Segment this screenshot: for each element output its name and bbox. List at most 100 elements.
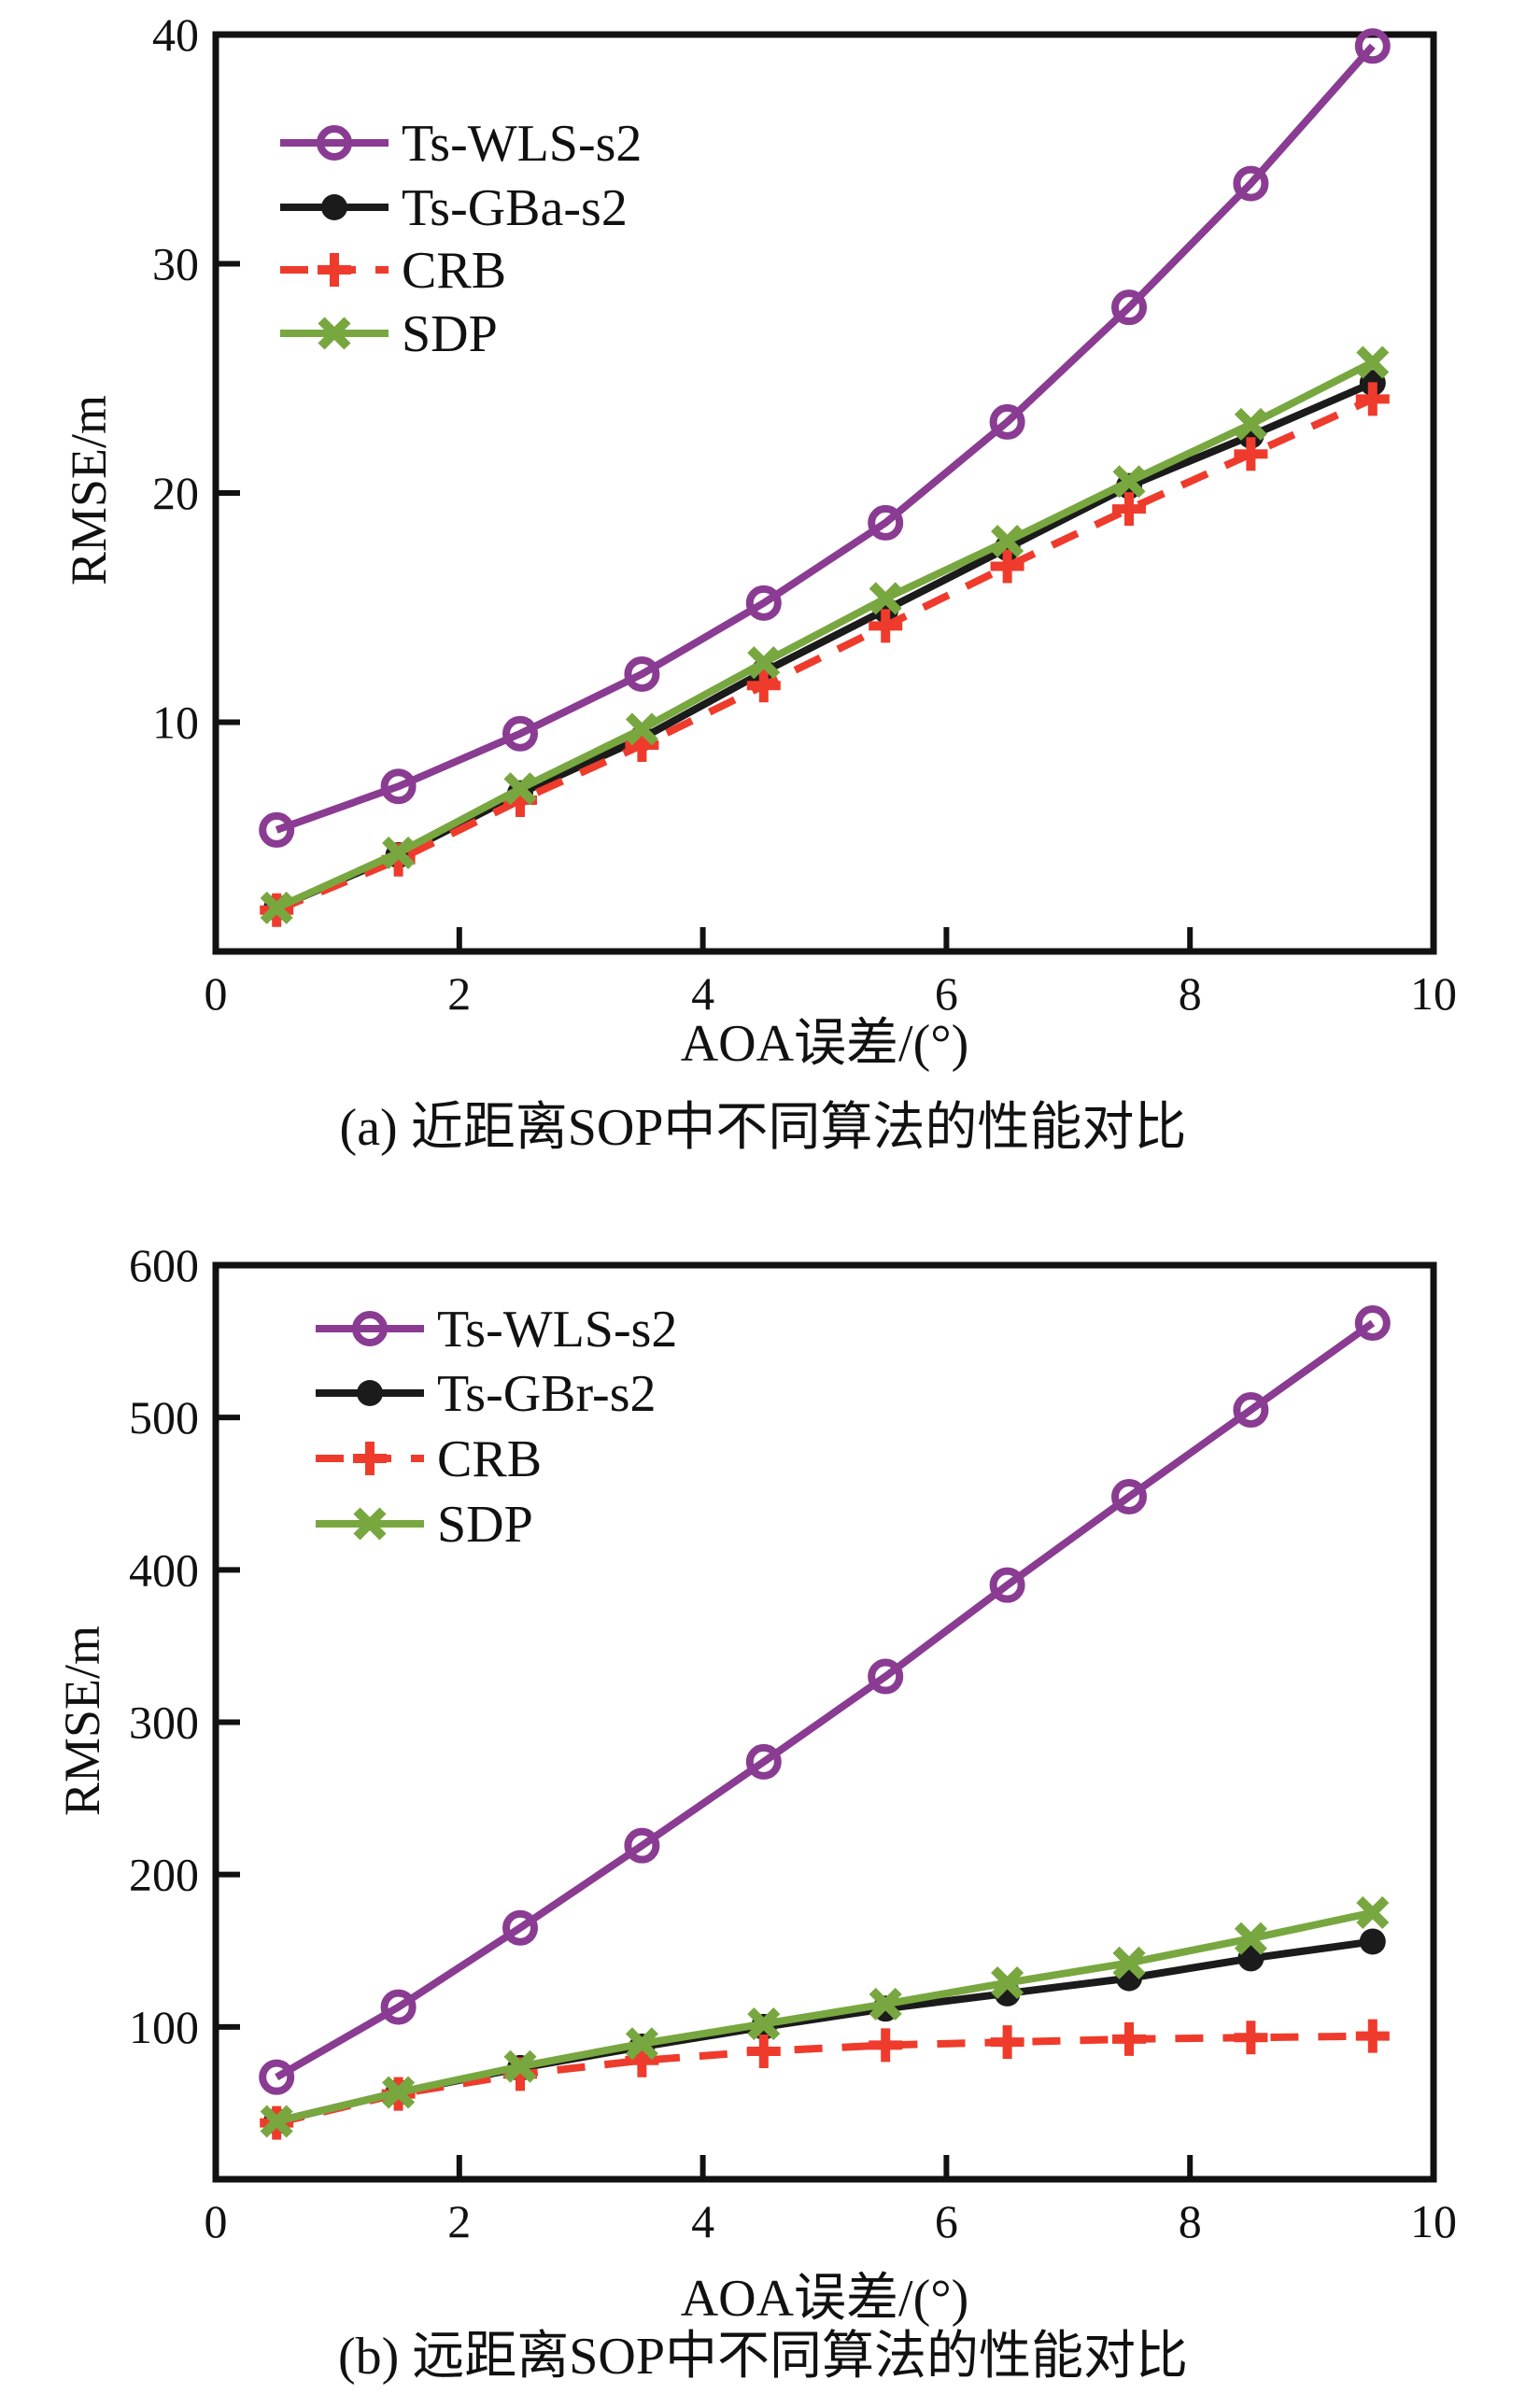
series-marker-CRB	[990, 549, 1024, 584]
series-line-CRB	[275, 395, 1375, 914]
series-marker-SDP	[503, 772, 537, 806]
series-marker-CRB	[869, 2028, 903, 2063]
chart-b-canvas: 0 2 4 6 8 10 100 200 300 400 500 600 Ts-WLS-s2 Ts-GBr…	[129, 1239, 1457, 2247]
x-tick-label: 10	[1410, 2195, 1457, 2247]
series-marker-SDP	[1234, 407, 1267, 441]
series-marker-CRB	[746, 2034, 781, 2068]
series-marker-Ts-WLS-s2	[624, 1827, 660, 1864]
series-marker-SDP	[260, 2105, 293, 2138]
x-tick-label: 4	[691, 967, 714, 1020]
series-marker-Ts-WLS-s2	[1111, 1479, 1147, 1515]
legend-marker-Ts-WLS-s2	[352, 1311, 388, 1346]
legend-label-Ts-WLS-s2: Ts-WLS-s2	[402, 115, 642, 173]
y-tick-label: 100	[129, 2001, 199, 2053]
series-marker-Ts-GBr-s2	[1237, 1945, 1265, 1972]
series-marker-Ts-WLS-s2	[868, 1658, 904, 1695]
series-marker-CRB	[1112, 2021, 1146, 2056]
series-marker-Ts-WLS-s2	[989, 1567, 1025, 1603]
legend-label-Ts-GBa-s2: Ts-GBa-s2	[402, 179, 628, 237]
x-tick-label: 6	[935, 2195, 958, 2247]
series-marker-SDP	[625, 2027, 658, 2061]
series-line-Ts-GBr-s2	[276, 1937, 1374, 2125]
series-marker-CRB	[1234, 437, 1268, 472]
series-marker-Ts-WLS-s2	[989, 403, 1025, 440]
legend-label-CRB: CRB	[437, 1430, 542, 1488]
series-marker-Ts-WLS-s2	[259, 811, 295, 848]
series-line-Ts-WLS-s2	[275, 43, 1376, 834]
y-tick-label: 600	[129, 1239, 199, 1291]
y-tick-label: 10	[152, 697, 199, 749]
x-tick-label: 6	[935, 967, 958, 1020]
x-tick-label: 0	[205, 2195, 228, 2247]
x-tick-label: 8	[1179, 967, 1202, 1020]
series-marker-SDP	[382, 836, 416, 869]
legend-label-CRB: CRB	[402, 242, 506, 300]
legend-marker-Ts-GBr-s2	[357, 1380, 383, 1406]
series-marker-SDP	[1112, 465, 1146, 499]
series-marker-SDP	[991, 525, 1024, 558]
series-marker-SDP	[503, 2049, 537, 2083]
series-marker-Ts-WLS-s2	[745, 584, 782, 621]
series-marker-SDP	[869, 1987, 902, 2021]
series-line-SDP	[276, 1908, 1374, 2125]
chart-a-caption: (a) 近距离SOP中不同算法的性能对比	[339, 1099, 1187, 1157]
chart-b-y-axis-title: RMSE/m	[54, 1625, 110, 1817]
series-line-CRB	[276, 2032, 1373, 2127]
series-marker-Ts-WLS-s2	[380, 768, 417, 805]
x-tick-label: 2	[447, 967, 471, 1020]
series-marker-SDP	[382, 2076, 416, 2109]
series-marker-CRB	[1355, 382, 1390, 416]
series-marker-SDP	[1234, 1922, 1267, 1955]
series-marker-SDP	[869, 582, 902, 615]
series-marker-CRB	[746, 669, 781, 703]
series-marker-SDP	[991, 1965, 1024, 2000]
series-line-SDP	[275, 359, 1375, 912]
series-marker-CRB	[1355, 2019, 1390, 2053]
y-tick-label: 40	[152, 8, 199, 61]
series-marker-Ts-WLS-s2	[1354, 28, 1391, 64]
series-marker-Ts-WLS-s2	[1233, 1392, 1269, 1429]
y-tick-label: 20	[152, 467, 199, 519]
chart-a-x-axis-title: AOA误差/(°)	[680, 1015, 969, 1073]
series-marker-Ts-GBr-s2	[1359, 1928, 1386, 1955]
y-tick-label: 200	[129, 1849, 199, 1901]
series-marker-Ts-WLS-s2	[745, 1743, 782, 1780]
y-tick-label: 300	[129, 1697, 199, 1749]
chart-a-y-axis-title: RMSE/m	[61, 394, 117, 586]
legend-marker-SDP	[318, 317, 351, 350]
legend-label-Ts-WLS-s2: Ts-WLS-s2	[437, 1301, 677, 1359]
series-marker-Ts-WLS-s2	[502, 715, 538, 752]
series-marker-SDP	[1112, 1946, 1146, 1979]
legend-label-SDP: SDP	[437, 1496, 533, 1554]
series-marker-CRB	[1112, 492, 1146, 527]
series-marker-Ts-WLS-s2	[1233, 165, 1269, 202]
x-tick-label: 0	[205, 967, 228, 1020]
legend-label-Ts-GBr-s2: Ts-GBr-s2	[437, 1365, 657, 1423]
legend-label-SDP: SDP	[402, 305, 498, 363]
legend-marker-SDP	[353, 1507, 387, 1541]
x-tick-label: 10	[1410, 967, 1457, 1020]
series-marker-SDP	[1356, 345, 1390, 379]
series-line-Ts-WLS-s2	[275, 1319, 1376, 2081]
chart-b-x-axis-title: AOA误差/(°)	[680, 2270, 969, 2328]
series-marker-Ts-WLS-s2	[624, 655, 660, 692]
chart-b-caption: (b) 远距离SOP中不同算法的性能对比	[337, 2328, 1189, 2386]
series-marker-Ts-WLS-s2	[868, 504, 904, 541]
series-marker-Ts-WLS-s2	[259, 2059, 295, 2095]
y-tick-label: 400	[129, 1543, 199, 1596]
series-marker-CRB	[990, 2025, 1024, 2060]
series-marker-Ts-WLS-s2	[502, 1909, 538, 1946]
series-marker-Ts-WLS-s2	[1354, 1305, 1391, 1342]
y-tick-label: 30	[152, 238, 199, 290]
legend-marker-CRB	[353, 1442, 387, 1475]
series-marker-Ts-WLS-s2	[1111, 289, 1147, 326]
series-marker-SDP	[747, 2007, 781, 2041]
legend-marker-Ts-GBa-s2	[321, 194, 347, 220]
series-marker-CRB	[1234, 2021, 1268, 2055]
series-marker-SDP	[1356, 1895, 1390, 1929]
legend-marker-CRB	[318, 253, 351, 287]
series-marker-Ts-WLS-s2	[380, 1989, 417, 2025]
x-tick-label: 8	[1179, 2195, 1202, 2247]
series-marker-SDP	[625, 712, 658, 746]
